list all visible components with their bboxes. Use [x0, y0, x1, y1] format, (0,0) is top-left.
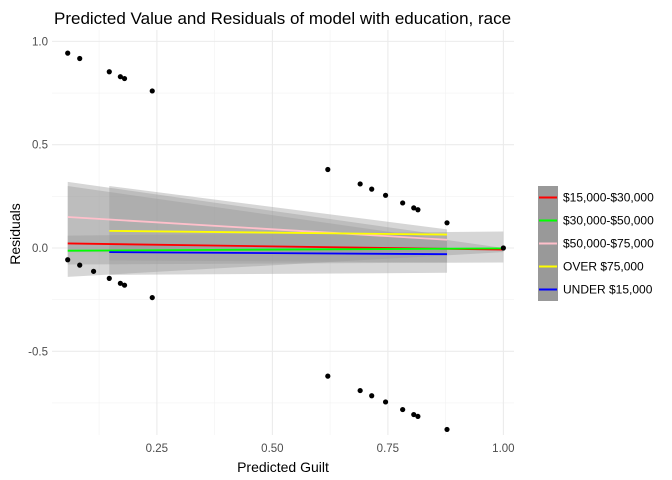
trend-line: [67, 247, 504, 252]
data-point: [149, 294, 155, 301]
data-point: [382, 192, 389, 198]
trend-line: [67, 216, 448, 241]
confidence-band: [67, 231, 504, 265]
legend-label: $15,000-$30,000: [563, 191, 654, 205]
data-point: [325, 373, 331, 379]
x-tick-label: 0.75: [377, 443, 399, 455]
data-point: [411, 411, 417, 418]
data-point: [369, 393, 375, 399]
data-point: [117, 74, 123, 80]
chart-title: Predicted Value and Residuals of model w…: [54, 9, 511, 28]
data-point: [369, 186, 375, 192]
data-point: [382, 399, 389, 405]
data-point: [411, 205, 417, 211]
x-tick-label: 1.00: [492, 443, 514, 455]
x-tick-label: 0.50: [261, 443, 283, 455]
x-tick-label: 0.25: [146, 443, 168, 455]
data-point: [444, 220, 450, 226]
y-axis-title: Residuals: [7, 203, 23, 264]
y-tick-label: 0.0: [32, 243, 48, 255]
data-points: [65, 50, 506, 433]
data-point: [106, 69, 112, 75]
data-point: [106, 275, 112, 281]
x-axis-title: Predicted Guilt: [237, 459, 329, 475]
data-point: [500, 245, 506, 251]
legend-label: $30,000-$50,000: [563, 214, 654, 228]
data-point: [149, 88, 155, 94]
data-point: [400, 406, 406, 413]
data-point: [357, 181, 363, 187]
data-point: [65, 257, 71, 263]
y-tick-label: 1.0: [32, 36, 48, 48]
trend-line: [109, 251, 448, 256]
legend-label: $50,000-$75,000: [563, 237, 654, 251]
data-point: [65, 50, 71, 56]
data-point: [117, 280, 123, 286]
data-point: [90, 268, 97, 274]
trend-line: [109, 229, 448, 236]
data-point: [415, 207, 421, 213]
data-point: [121, 282, 128, 288]
y-tick-label: 0.5: [32, 140, 48, 152]
data-point: [444, 426, 450, 433]
legend-label: UNDER $15,000: [563, 283, 653, 297]
data-point: [121, 75, 128, 82]
y-tick-label: -0.5: [28, 346, 48, 358]
data-point: [77, 262, 83, 268]
trend-lines: [67, 216, 504, 256]
legend: $15,000-$30,000 $30,000-$50,000 $50,000-$7…: [538, 186, 654, 301]
x-tick-labels: 0.25 0.50 0.75 1.00: [146, 443, 515, 455]
data-point: [77, 55, 83, 62]
data-point: [415, 413, 421, 420]
data-point: [325, 166, 331, 173]
legend-label: OVER $75,000: [563, 260, 644, 274]
data-point: [400, 200, 406, 206]
y-tick-labels: -0.5 0.0 0.5 1.0: [28, 36, 48, 358]
data-point: [357, 387, 363, 394]
